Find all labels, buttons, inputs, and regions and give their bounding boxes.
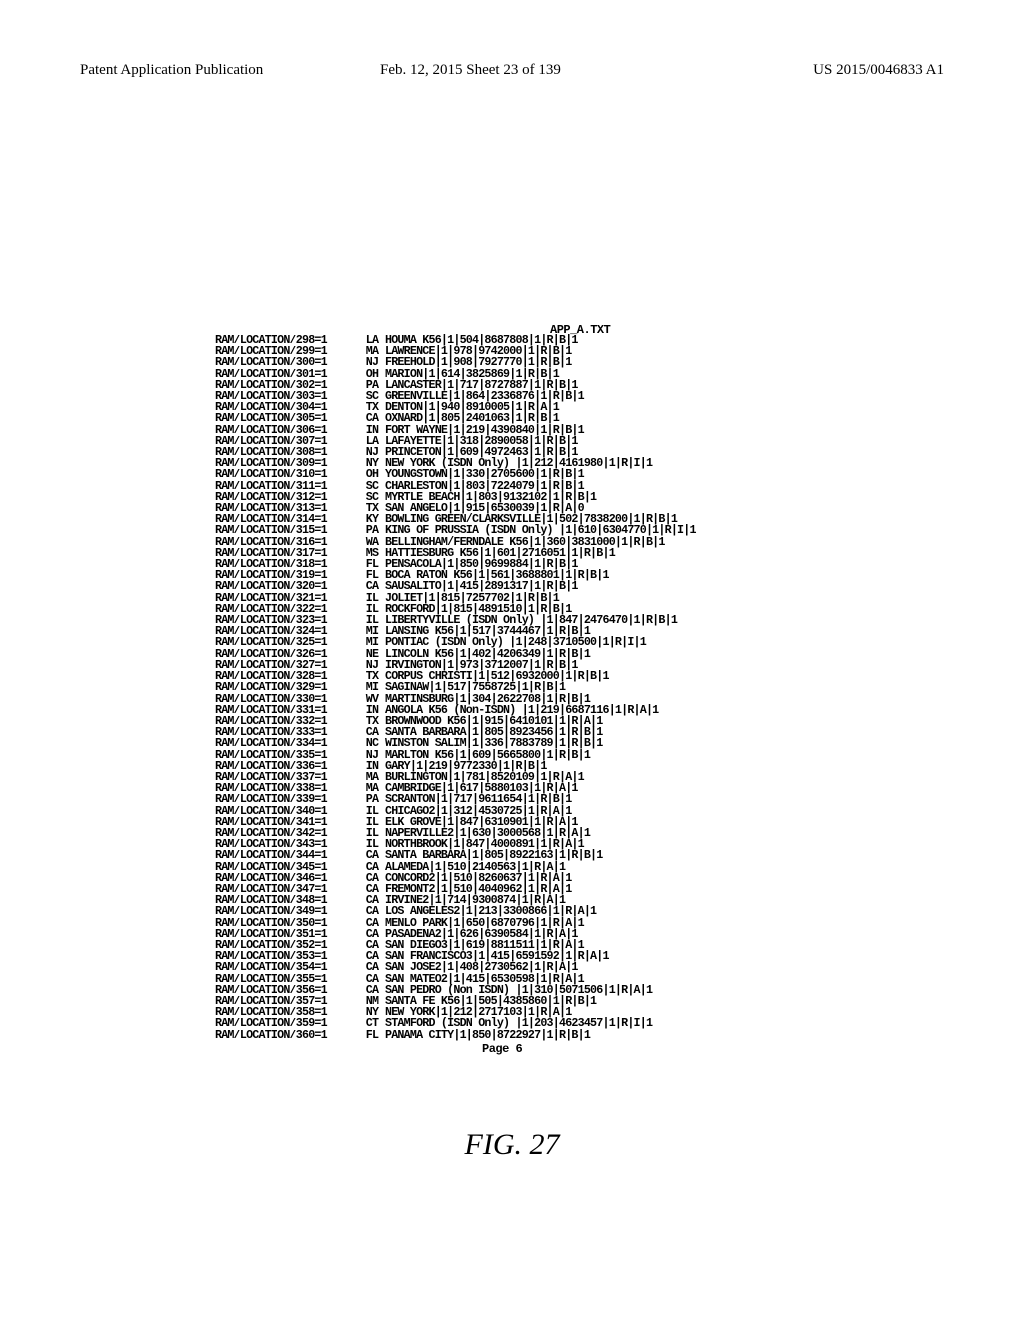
row-data: PANAMA CITY|1|850|8722927|1|R|B|1 <box>383 1030 590 1041</box>
row-key: RAM/LOCATION/351=1 <box>215 929 360 940</box>
row-key: RAM/LOCATION/354=1 <box>215 962 360 973</box>
row-key: RAM/LOCATION/355=1 <box>215 974 360 985</box>
row-key: RAM/LOCATION/319=1 <box>215 570 360 581</box>
row-key: RAM/LOCATION/325=1 <box>215 637 360 648</box>
row-key: RAM/LOCATION/353=1 <box>215 951 360 962</box>
row-key: RAM/LOCATION/341=1 <box>215 817 360 828</box>
row-key: RAM/LOCATION/356=1 <box>215 985 360 996</box>
row-key: RAM/LOCATION/331=1 <box>215 705 360 716</box>
row-key: RAM/LOCATION/315=1 <box>215 525 360 536</box>
row-key: RAM/LOCATION/327=1 <box>215 660 360 671</box>
figure-caption: FIG. 27 <box>0 1128 1024 1162</box>
row-key: RAM/LOCATION/350=1 <box>215 918 360 929</box>
row-key: RAM/LOCATION/359=1 <box>215 1018 360 1029</box>
row-key: RAM/LOCATION/313=1 <box>215 503 360 514</box>
row-key: RAM/LOCATION/342=1 <box>215 828 360 839</box>
row-key: RAM/LOCATION/321=1 <box>215 593 360 604</box>
row-key: RAM/LOCATION/311=1 <box>215 481 360 492</box>
row-key: RAM/LOCATION/333=1 <box>215 727 360 738</box>
row-key: RAM/LOCATION/302=1 <box>215 380 360 391</box>
row-key: RAM/LOCATION/303=1 <box>215 391 360 402</box>
row-key: RAM/LOCATION/344=1 <box>215 850 360 861</box>
row-key: RAM/LOCATION/310=1 <box>215 469 360 480</box>
page-number: Page 6 <box>482 1042 522 1056</box>
row-key: RAM/LOCATION/322=1 <box>215 604 360 615</box>
row-key: RAM/LOCATION/298=1 <box>215 335 360 346</box>
row-key: RAM/LOCATION/349=1 <box>215 906 360 917</box>
row-key: RAM/LOCATION/317=1 <box>215 548 360 559</box>
row-key: RAM/LOCATION/337=1 <box>215 772 360 783</box>
row-key: RAM/LOCATION/335=1 <box>215 750 360 761</box>
row-key: RAM/LOCATION/314=1 <box>215 514 360 525</box>
row-key: RAM/LOCATION/357=1 <box>215 996 360 1007</box>
row-key: RAM/LOCATION/304=1 <box>215 402 360 413</box>
row-key: RAM/LOCATION/360=1 <box>215 1030 360 1041</box>
data-listing: RAM/LOCATION/298=1LAHOUMA K56|1|504|8687… <box>215 335 696 1041</box>
row-key: RAM/LOCATION/312=1 <box>215 492 360 503</box>
row-key: RAM/LOCATION/346=1 <box>215 873 360 884</box>
row-key: RAM/LOCATION/299=1 <box>215 346 360 357</box>
row-key: RAM/LOCATION/336=1 <box>215 761 360 772</box>
row-key: RAM/LOCATION/309=1 <box>215 458 360 469</box>
row-key: RAM/LOCATION/326=1 <box>215 649 360 660</box>
row-key: RAM/LOCATION/334=1 <box>215 738 360 749</box>
row-key: RAM/LOCATION/301=1 <box>215 369 360 380</box>
row-state: FL <box>360 1030 383 1041</box>
row-key: RAM/LOCATION/343=1 <box>215 839 360 850</box>
header-right: US 2015/0046833 A1 <box>813 62 944 79</box>
row-key: RAM/LOCATION/330=1 <box>215 694 360 705</box>
row-key: RAM/LOCATION/345=1 <box>215 862 360 873</box>
row-key: RAM/LOCATION/307=1 <box>215 436 360 447</box>
row-key: RAM/LOCATION/306=1 <box>215 425 360 436</box>
row-key: RAM/LOCATION/347=1 <box>215 884 360 895</box>
row-key: RAM/LOCATION/300=1 <box>215 357 360 368</box>
listing-row: RAM/LOCATION/360=1FLPANAMA CITY|1|850|87… <box>215 1030 696 1041</box>
row-key: RAM/LOCATION/338=1 <box>215 783 360 794</box>
row-key: RAM/LOCATION/348=1 <box>215 895 360 906</box>
row-key: RAM/LOCATION/324=1 <box>215 626 360 637</box>
header-left: Patent Application Publication <box>80 62 263 79</box>
row-key: RAM/LOCATION/352=1 <box>215 940 360 951</box>
row-key: RAM/LOCATION/339=1 <box>215 794 360 805</box>
row-key: RAM/LOCATION/305=1 <box>215 413 360 424</box>
row-key: RAM/LOCATION/340=1 <box>215 806 360 817</box>
row-key: RAM/LOCATION/318=1 <box>215 559 360 570</box>
row-key: RAM/LOCATION/358=1 <box>215 1007 360 1018</box>
row-key: RAM/LOCATION/329=1 <box>215 682 360 693</box>
header-center: Feb. 12, 2015 Sheet 23 of 139 <box>380 62 561 79</box>
row-key: RAM/LOCATION/323=1 <box>215 615 360 626</box>
row-key: RAM/LOCATION/332=1 <box>215 716 360 727</box>
row-key: RAM/LOCATION/308=1 <box>215 447 360 458</box>
row-key: RAM/LOCATION/328=1 <box>215 671 360 682</box>
row-key: RAM/LOCATION/320=1 <box>215 581 360 592</box>
row-key: RAM/LOCATION/316=1 <box>215 537 360 548</box>
